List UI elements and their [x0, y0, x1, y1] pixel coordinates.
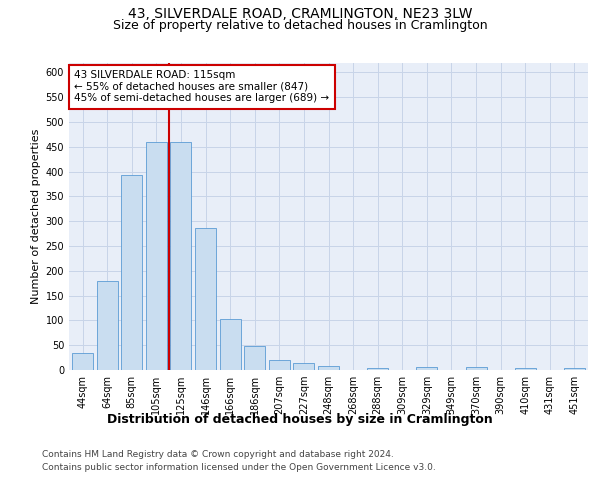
Bar	[269, 360, 290, 370]
Text: Contains public sector information licensed under the Open Government Licence v3: Contains public sector information licen…	[42, 462, 436, 471]
Bar	[293, 363, 314, 370]
Bar	[515, 368, 536, 370]
Y-axis label: Number of detached properties: Number of detached properties	[31, 128, 41, 304]
Bar	[170, 142, 191, 370]
Bar	[195, 228, 216, 370]
Text: Size of property relative to detached houses in Cramlington: Size of property relative to detached ho…	[113, 18, 487, 32]
Text: 43 SILVERDALE ROAD: 115sqm
← 55% of detached houses are smaller (847)
45% of sem: 43 SILVERDALE ROAD: 115sqm ← 55% of deta…	[74, 70, 329, 103]
Bar	[121, 175, 142, 370]
Bar	[466, 367, 487, 370]
Bar	[244, 346, 265, 370]
Text: 43, SILVERDALE ROAD, CRAMLINGTON, NE23 3LW: 43, SILVERDALE ROAD, CRAMLINGTON, NE23 3…	[128, 8, 472, 22]
Text: Distribution of detached houses by size in Cramlington: Distribution of detached houses by size …	[107, 412, 493, 426]
Bar	[220, 319, 241, 370]
Bar	[367, 368, 388, 370]
Text: Contains HM Land Registry data © Crown copyright and database right 2024.: Contains HM Land Registry data © Crown c…	[42, 450, 394, 459]
Bar	[564, 368, 585, 370]
Bar	[72, 352, 93, 370]
Bar	[146, 142, 167, 370]
Bar	[97, 280, 118, 370]
Bar	[318, 366, 339, 370]
Bar	[416, 367, 437, 370]
